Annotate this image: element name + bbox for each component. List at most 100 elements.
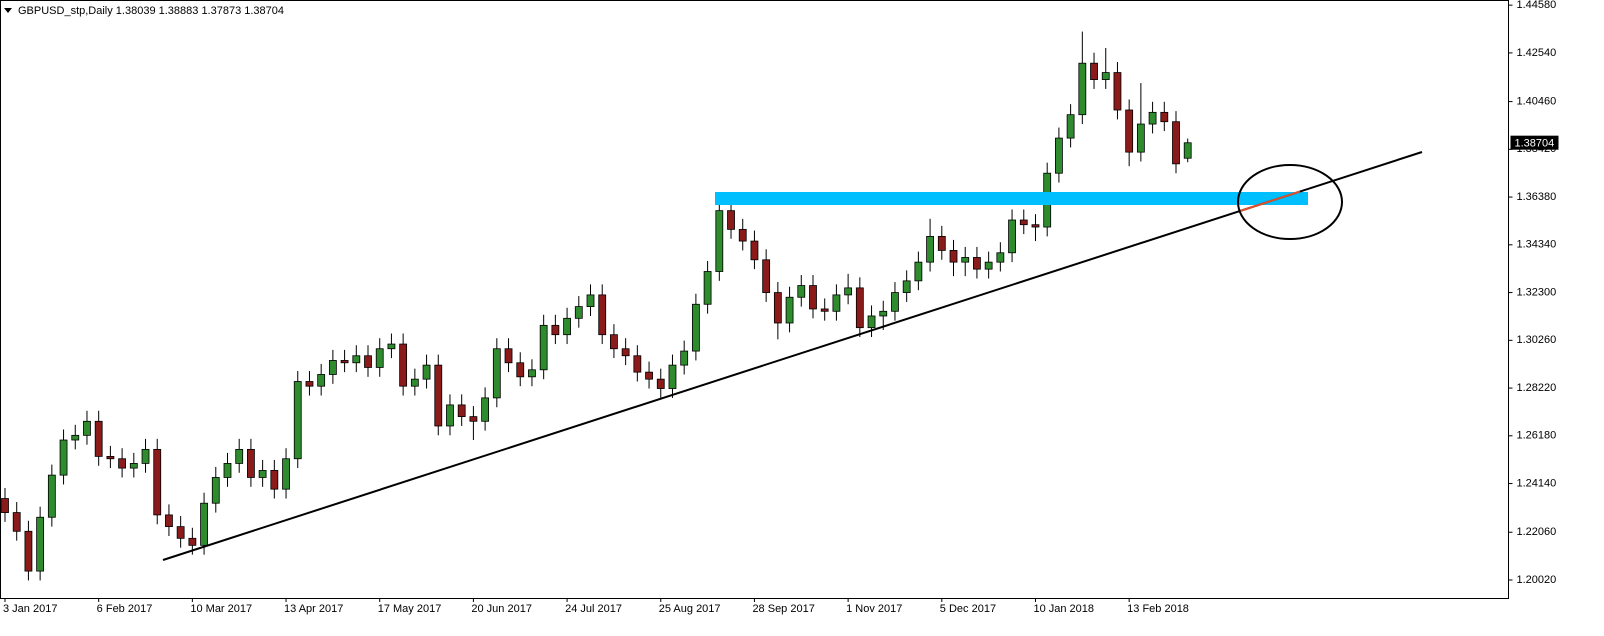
candle-body bbox=[633, 355, 642, 373]
x-tick-label: 10 Jan 2018 bbox=[1033, 603, 1094, 615]
candle-body bbox=[504, 348, 513, 364]
candle-body bbox=[457, 404, 466, 418]
candle-body bbox=[539, 324, 548, 371]
candle-body bbox=[656, 378, 665, 389]
trend-line bbox=[162, 151, 1423, 561]
x-tick-label: 28 Sep 2017 bbox=[752, 603, 814, 615]
candle-body bbox=[844, 287, 853, 296]
x-tick-label: 13 Apr 2017 bbox=[284, 603, 343, 615]
candle-body bbox=[270, 470, 279, 490]
candle-body bbox=[399, 343, 408, 387]
candle-body bbox=[610, 334, 618, 350]
candle-body bbox=[762, 259, 771, 293]
y-tick-label: 1.30260 bbox=[1517, 334, 1557, 346]
candle-body bbox=[422, 364, 431, 380]
candle-body bbox=[434, 364, 443, 427]
candle-body bbox=[750, 240, 759, 261]
x-tick-label: 24 Jul 2017 bbox=[565, 603, 622, 615]
candle-body bbox=[691, 303, 700, 352]
x-tick-label: 1 Nov 2017 bbox=[846, 603, 902, 615]
candle-body bbox=[867, 315, 876, 329]
candle-body bbox=[1078, 62, 1087, 116]
candle-body bbox=[1031, 224, 1040, 228]
candle-body bbox=[528, 369, 536, 378]
candle-body bbox=[1008, 219, 1016, 254]
candle-body bbox=[809, 285, 817, 310]
candle-body bbox=[937, 235, 946, 251]
candle-body bbox=[715, 210, 724, 272]
candle-body bbox=[83, 420, 91, 436]
candle-body bbox=[24, 530, 33, 572]
candle-body bbox=[153, 448, 162, 516]
candle-body bbox=[703, 271, 712, 305]
y-tick-label: 1.20020 bbox=[1517, 574, 1557, 586]
candle-body bbox=[1125, 109, 1134, 153]
y-tick-label: 1.42540 bbox=[1517, 47, 1557, 59]
last-price-box bbox=[1510, 135, 1559, 150]
candle-body bbox=[668, 364, 677, 389]
candle-body bbox=[820, 308, 829, 312]
candle-body bbox=[188, 537, 197, 546]
candle-body bbox=[375, 348, 384, 368]
candle-body bbox=[516, 362, 525, 378]
candle-body bbox=[586, 294, 595, 308]
x-tick-label: 6 Feb 2017 bbox=[97, 603, 153, 615]
candle-body bbox=[621, 348, 630, 357]
candle-body bbox=[645, 371, 653, 380]
candle-body bbox=[1101, 72, 1110, 80]
candle-body bbox=[71, 434, 80, 441]
trend-line-highlight bbox=[1239, 190, 1301, 212]
candle-body bbox=[949, 250, 958, 263]
x-tick-label: 17 May 2017 bbox=[378, 603, 442, 615]
candle-body bbox=[293, 381, 302, 460]
candle-body bbox=[855, 287, 864, 329]
candle-body bbox=[1090, 62, 1098, 80]
x-tick-label: 13 Feb 2018 bbox=[1127, 603, 1189, 615]
candle-body bbox=[996, 252, 1005, 263]
candle-body bbox=[551, 324, 560, 336]
candle-body bbox=[317, 374, 326, 387]
resistance-zone bbox=[715, 192, 1308, 205]
candle-body bbox=[469, 416, 478, 422]
candle-body bbox=[410, 378, 419, 387]
candle-body bbox=[738, 228, 747, 242]
candle-body bbox=[492, 348, 501, 399]
chart-title: GBPUSD_stp,Daily 1.38039 1.38883 1.37873… bbox=[18, 5, 284, 17]
y-tick-label: 1.24140 bbox=[1517, 477, 1557, 489]
candle-body bbox=[129, 463, 138, 469]
candle-body bbox=[973, 257, 981, 270]
menu-arrow bbox=[4, 8, 12, 13]
candle-body bbox=[176, 526, 185, 539]
candle-body bbox=[235, 448, 244, 464]
candle-body bbox=[984, 261, 993, 270]
candle-body bbox=[211, 477, 220, 504]
candle-body bbox=[446, 404, 454, 427]
candle-body bbox=[352, 355, 361, 364]
candle-body bbox=[223, 463, 232, 478]
candle-body bbox=[12, 512, 21, 532]
candle-body bbox=[727, 210, 735, 230]
focus-ellipse bbox=[1237, 164, 1343, 240]
candle-body bbox=[773, 292, 782, 324]
candle-body bbox=[1148, 111, 1157, 125]
candles bbox=[1, 31, 1192, 581]
candle-body bbox=[598, 294, 607, 336]
y-tick-label: 1.28220 bbox=[1517, 382, 1557, 394]
x-tick-label: 10 Mar 2017 bbox=[190, 603, 252, 615]
y-tick-label: 1.34340 bbox=[1517, 239, 1557, 251]
candle-body bbox=[165, 514, 173, 528]
candle-body bbox=[1172, 121, 1180, 165]
candle-body bbox=[832, 294, 841, 312]
candle-body bbox=[282, 458, 290, 490]
y-tick-label: 1.32300 bbox=[1517, 286, 1557, 298]
candle-body bbox=[1160, 111, 1169, 123]
candle-body bbox=[961, 257, 970, 263]
candle-body bbox=[387, 343, 396, 350]
candle-body bbox=[879, 310, 888, 317]
candle-body bbox=[891, 292, 899, 312]
candle-body bbox=[797, 285, 806, 298]
candle-body bbox=[1113, 72, 1122, 111]
x-tick-label: 5 Dec 2017 bbox=[940, 603, 996, 615]
candle-body bbox=[1136, 123, 1145, 153]
